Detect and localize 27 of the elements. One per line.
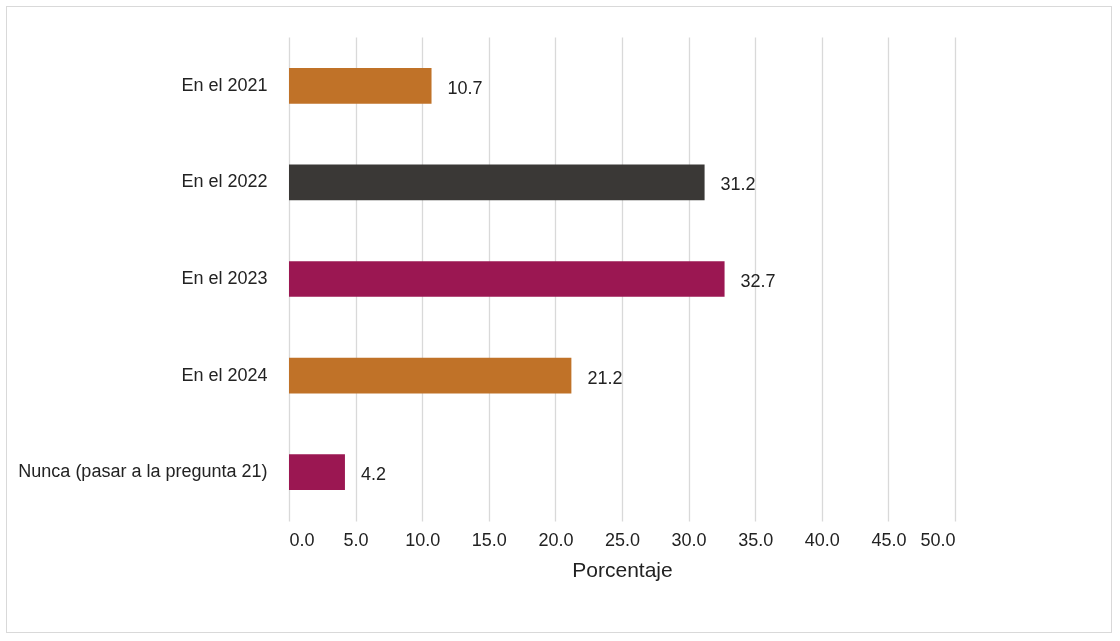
bar: [289, 357, 572, 394]
bar: [289, 261, 725, 297]
x-tick-label: 35.0: [738, 529, 774, 550]
y-tick-label: Nunca (pasar a la pregunta 21): [18, 461, 268, 482]
x-tick-label: 10.0: [405, 529, 441, 550]
x-tick-label: 5.0: [343, 529, 369, 550]
data-label: 10.7: [447, 77, 483, 98]
x-tick-label: 30.0: [671, 529, 707, 550]
bar: [289, 164, 705, 201]
x-tick-label: 20.0: [538, 529, 574, 550]
x-tick-label: 15.0: [471, 529, 507, 550]
bar: [289, 454, 345, 491]
data-label: 31.2: [720, 174, 756, 195]
x-tick-label: 50.0: [920, 529, 956, 550]
y-tick-label: En el 2021: [181, 74, 268, 95]
x-tick-label: 45.0: [871, 529, 907, 550]
x-tick-label: 40.0: [804, 529, 840, 550]
data-label: 4.2: [360, 464, 386, 485]
data-label: 32.7: [740, 271, 776, 291]
y-tick-label: En el 2024: [181, 364, 268, 385]
x-axis-title: Porcentaje: [572, 557, 673, 581]
x-tick-label: 25.0: [604, 529, 641, 550]
x-tick-label: 0.0: [289, 529, 315, 550]
y-tick-label: En el 2022: [181, 171, 268, 192]
bar: [289, 67, 432, 104]
data-label: 21.2: [587, 367, 623, 388]
y-tick-label: En el 2023: [181, 268, 268, 288]
